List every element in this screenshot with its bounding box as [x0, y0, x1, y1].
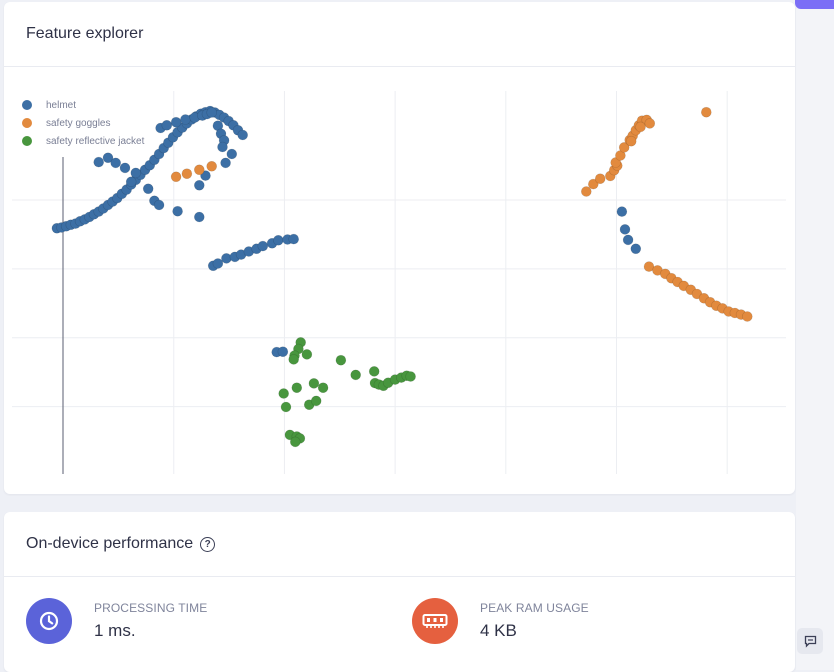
scatter-point[interactable]	[119, 162, 131, 174]
top-accent-bar	[795, 0, 834, 9]
legend-item[interactable]: safety reflective jacket	[22, 132, 144, 150]
scatter-point[interactable]	[194, 180, 205, 191]
legend-swatch	[22, 136, 32, 146]
scatter-point[interactable]	[277, 346, 289, 358]
scatter-point[interactable]	[622, 234, 634, 246]
scatter-point[interactable]	[288, 233, 300, 245]
question-circle-icon[interactable]: ?	[200, 536, 216, 552]
scatter-point[interactable]	[625, 135, 637, 147]
scatter-point[interactable]	[610, 157, 622, 168]
scatter-point[interactable]	[280, 401, 292, 413]
scatter-point[interactable]	[291, 382, 303, 394]
processing-time-metric: PROCESSING TIME 1 ms.	[26, 598, 207, 644]
scatter-point[interactable]	[630, 243, 642, 255]
scatter-point[interactable]	[618, 142, 630, 153]
feature-explorer-title: Feature explorer	[4, 2, 795, 67]
legend-swatch	[22, 100, 32, 110]
scatter-point[interactable]	[142, 183, 154, 195]
peak-ram-metric: PEAK RAM USAGE 4 KB	[412, 598, 589, 644]
scatter-point[interactable]	[93, 156, 104, 168]
right-sidebar-strip	[796, 9, 834, 670]
scatter-point[interactable]	[587, 178, 599, 190]
scatter-point[interactable]	[317, 382, 329, 394]
scatter-point[interactable]	[616, 206, 628, 217]
scatter-point[interactable]	[310, 395, 322, 407]
legend-swatch	[22, 118, 32, 128]
series-safety-goggles	[170, 106, 753, 322]
scatter-point[interactable]	[237, 129, 248, 141]
scatter-point[interactable]	[220, 157, 231, 169]
processing-time-label: PROCESSING TIME	[94, 601, 208, 615]
legend-label: safety goggles	[46, 117, 111, 129]
scatter-point[interactable]	[644, 118, 656, 129]
scatter-point[interactable]	[130, 167, 142, 179]
scatter-point[interactable]	[153, 199, 165, 211]
legend-item[interactable]: safety goggles	[22, 114, 144, 132]
series-helmet	[51, 105, 642, 358]
scatter-point[interactable]	[212, 258, 224, 269]
chart-legend: helmet safety goggles safety reflective ja…	[22, 96, 144, 150]
scatter-point[interactable]	[368, 366, 380, 377]
scatter-point[interactable]	[289, 436, 301, 448]
scatter-point[interactable]	[594, 173, 606, 184]
peak-ram-label: PEAK RAM USAGE	[480, 601, 589, 615]
scatter-point[interactable]	[635, 121, 646, 133]
processing-time-value: 1 ms.	[94, 621, 136, 640]
scatter-point[interactable]	[335, 354, 347, 366]
performance-title: On-device performance	[26, 535, 194, 552]
scatter-point[interactable]	[700, 106, 712, 118]
scatter-point[interactable]	[125, 176, 137, 188]
performance-header: On-device performance ?	[4, 512, 795, 577]
scatter-point[interactable]	[181, 168, 193, 179]
legend-label: helmet	[46, 99, 77, 111]
series-safety-reflective-jacket	[278, 337, 416, 448]
scatter-point[interactable]	[226, 148, 238, 160]
scatter-point[interactable]	[643, 261, 655, 272]
scatter-point[interactable]	[288, 354, 300, 365]
scatter-point[interactable]	[278, 388, 290, 399]
clock-icon	[26, 598, 72, 644]
scatter-point[interactable]	[206, 107, 217, 118]
legend-item[interactable]: helmet	[22, 96, 144, 114]
scatter-point[interactable]	[102, 152, 114, 164]
scatter-point[interactable]	[194, 211, 205, 223]
feature-scatter-plot[interactable]	[4, 67, 795, 487]
peak-ram-value: 4 KB	[480, 621, 517, 640]
scatter-point[interactable]	[170, 171, 182, 183]
scatter-point[interactable]	[170, 116, 182, 128]
comment-icon	[804, 635, 816, 648]
scatter-point[interactable]	[194, 164, 205, 176]
scatter-point[interactable]	[272, 235, 284, 246]
scatter-point[interactable]	[741, 311, 753, 322]
scatter-point[interactable]	[308, 378, 320, 389]
scatter-point[interactable]	[257, 240, 269, 252]
scatter-point[interactable]	[206, 161, 217, 172]
scatter-point[interactable]	[110, 157, 121, 169]
scatter-point[interactable]	[217, 141, 228, 153]
scatter-point[interactable]	[619, 224, 631, 235]
scatter-point[interactable]	[350, 369, 362, 381]
scatter-point[interactable]	[405, 371, 416, 382]
scatter-point[interactable]	[301, 349, 313, 360]
scatter-point[interactable]	[172, 205, 183, 217]
ram-chip-icon	[412, 598, 458, 644]
feature-explorer-card: Feature explorer helmet safety goggles saf…	[4, 2, 795, 494]
on-device-performance-card: On-device performance ? PROCESSING TIME …	[4, 512, 795, 672]
scatter-point[interactable]	[180, 114, 191, 125]
feedback-button[interactable]	[797, 628, 823, 654]
scatter-point[interactable]	[161, 119, 173, 131]
legend-label: safety reflective jacket	[46, 135, 145, 147]
scatter-point[interactable]	[580, 186, 592, 197]
